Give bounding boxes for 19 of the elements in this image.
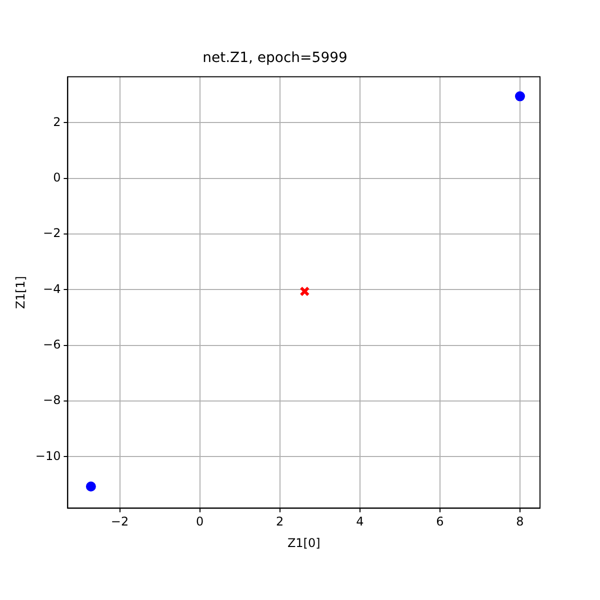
point	[86, 481, 96, 492]
y-tick-label: 0	[53, 170, 61, 185]
x-tick-label: −2	[110, 514, 129, 529]
y-axis-title: Z1[1]	[13, 276, 28, 309]
x-tick-label: 6	[436, 514, 444, 529]
x-tick-label: 0	[196, 514, 204, 529]
x-tick-label: 4	[356, 514, 364, 529]
y-tick-label: −6	[43, 338, 61, 352]
x-tick-label: 2	[276, 514, 284, 529]
y-tick-label: −8	[43, 393, 61, 408]
point	[514, 91, 525, 102]
y-tick-label: −4	[43, 282, 61, 296]
x-tick-label: 8	[516, 514, 524, 529]
y-tick-label: 2	[53, 114, 61, 129]
chart-title: net.Z1, epoch=5999	[202, 50, 348, 66]
y-tick-label: −2	[43, 226, 61, 240]
y-tick-label: −10	[35, 448, 61, 463]
x-axis-title: Z1[0]	[287, 536, 320, 550]
point	[300, 286, 310, 296]
